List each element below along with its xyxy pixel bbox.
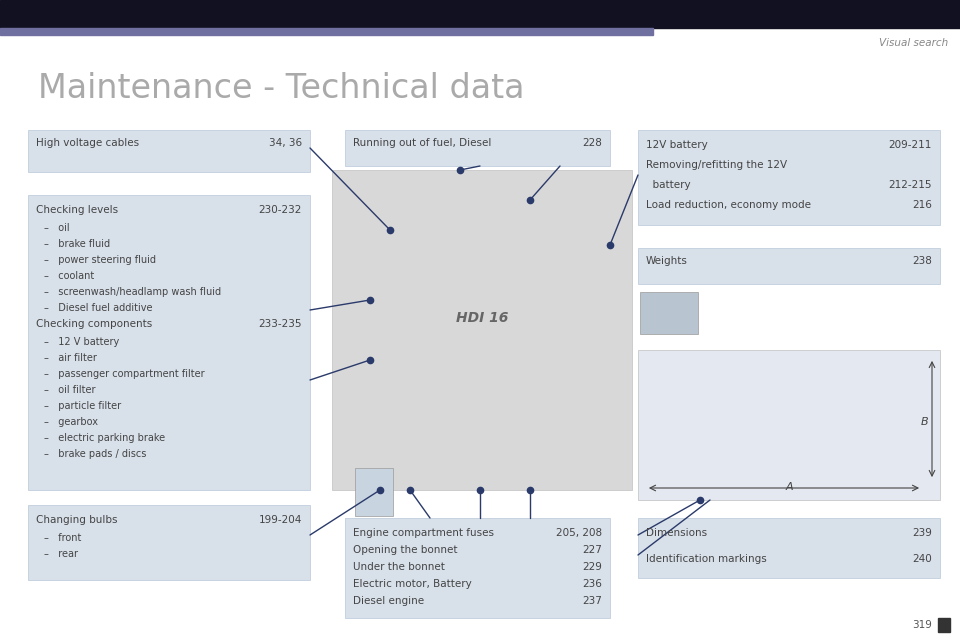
Bar [0, 28, 653, 35]
Bar [638, 248, 940, 284]
Bar [28, 130, 310, 172]
Text: 236: 236 [582, 579, 602, 589]
Text: A: A [785, 482, 793, 492]
Text: –   oil: – oil [44, 223, 70, 233]
Text: Diesel engine: Diesel engine [353, 596, 424, 606]
Text: –   Diesel fuel additive: – Diesel fuel additive [44, 303, 153, 313]
Text: Opening the bonnet: Opening the bonnet [353, 545, 458, 555]
Text: Electric motor, Battery: Electric motor, Battery [353, 579, 471, 589]
Text: –   brake fluid: – brake fluid [44, 239, 110, 249]
Text: Removing/refitting the 12V: Removing/refitting the 12V [646, 160, 787, 170]
Text: battery: battery [646, 180, 690, 190]
Text: 227: 227 [582, 545, 602, 555]
Bar [28, 195, 310, 490]
Text: 205, 208: 205, 208 [556, 528, 602, 538]
Text: –   coolant: – coolant [44, 271, 94, 281]
Text: 237: 237 [582, 596, 602, 606]
Text: 239: 239 [912, 528, 932, 538]
Text: –   12 V battery: – 12 V battery [44, 337, 119, 347]
Text: 34, 36: 34, 36 [269, 138, 302, 148]
Text: HDI 16: HDI 16 [456, 311, 508, 325]
Text: –   particle filter: – particle filter [44, 401, 121, 411]
Bar [640, 292, 698, 334]
Bar [638, 518, 940, 578]
Text: –   power steering fluid: – power steering fluid [44, 255, 156, 265]
Text: 238: 238 [912, 256, 932, 266]
Bar [332, 170, 632, 490]
Text: 228: 228 [582, 138, 602, 148]
Text: Under the bonnet: Under the bonnet [353, 562, 444, 572]
Text: –   screenwash/headlamp wash fluid: – screenwash/headlamp wash fluid [44, 287, 221, 297]
Text: Maintenance - Technical data: Maintenance - Technical data [38, 72, 524, 105]
Text: 212-215: 212-215 [889, 180, 932, 190]
Text: Engine compartment fuses: Engine compartment fuses [353, 528, 494, 538]
Text: Identification markings: Identification markings [646, 554, 767, 564]
Text: 12V battery: 12V battery [646, 140, 708, 150]
Text: B: B [921, 417, 928, 427]
Text: –   brake pads / discs: – brake pads / discs [44, 449, 146, 459]
Bar [355, 468, 393, 516]
Text: –   gearbox: – gearbox [44, 417, 98, 427]
Text: 216: 216 [912, 200, 932, 210]
Bar [345, 518, 610, 618]
Text: Dimensions: Dimensions [646, 528, 708, 538]
Bar [938, 618, 950, 632]
Bar [28, 505, 310, 580]
Text: –   air filter: – air filter [44, 353, 97, 363]
Bar [345, 130, 610, 166]
Text: 230-232: 230-232 [258, 205, 302, 215]
Text: 199-204: 199-204 [258, 515, 302, 525]
Bar [638, 350, 940, 500]
Text: 240: 240 [912, 554, 932, 564]
Text: 229: 229 [582, 562, 602, 572]
Text: Weights: Weights [646, 256, 688, 266]
Text: –   front: – front [44, 533, 82, 543]
Text: High voltage cables: High voltage cables [36, 138, 139, 148]
Text: Load reduction, economy mode: Load reduction, economy mode [646, 200, 811, 210]
Text: Changing bulbs: Changing bulbs [36, 515, 117, 525]
Bar [0, 0, 960, 28]
Text: Running out of fuel, Diesel: Running out of fuel, Diesel [353, 138, 492, 148]
Text: –   passenger compartment filter: – passenger compartment filter [44, 369, 204, 379]
Text: –   electric parking brake: – electric parking brake [44, 433, 165, 443]
Text: –   rear: – rear [44, 549, 78, 559]
Text: 319: 319 [912, 620, 932, 630]
Text: –   oil filter: – oil filter [44, 385, 95, 395]
Text: Checking components: Checking components [36, 319, 153, 329]
Text: 209-211: 209-211 [889, 140, 932, 150]
Text: Checking levels: Checking levels [36, 205, 118, 215]
Bar [638, 130, 940, 225]
Text: 233-235: 233-235 [258, 319, 302, 329]
Text: Visual search: Visual search [878, 38, 948, 48]
